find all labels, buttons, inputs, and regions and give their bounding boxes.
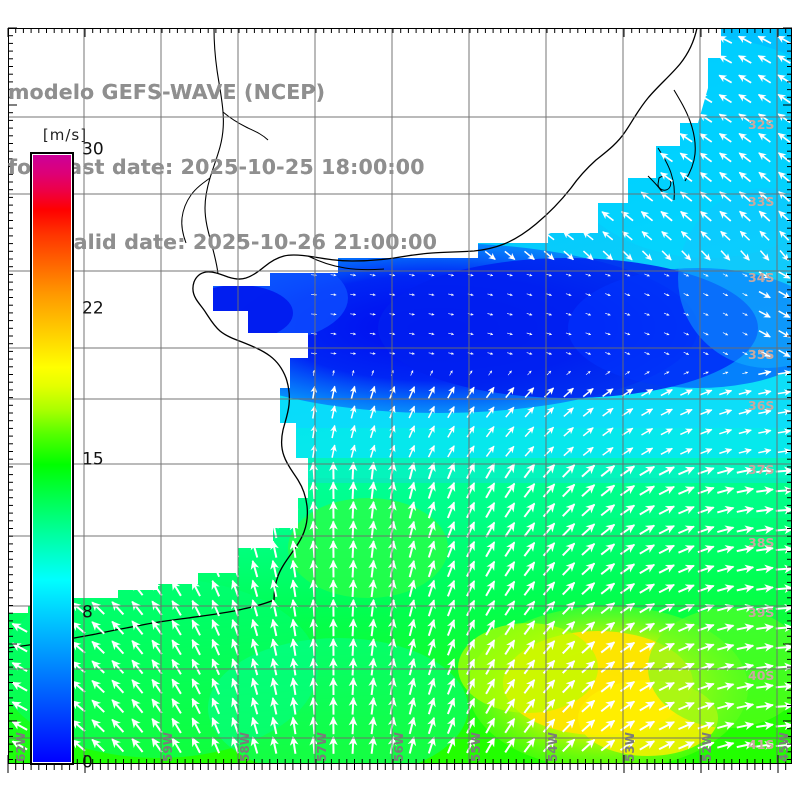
colorbar-tick-0: 0 — [82, 752, 93, 773]
wind-speed-colorbar[interactable]: [m/s] 30 22 15 8 0 — [30, 126, 104, 773]
map-plot-area[interactable] — [8, 28, 792, 764]
colorbar-tick-22: 22 — [82, 298, 104, 319]
colorbar-tick-15: 15 — [82, 449, 104, 470]
map-gridlines — [8, 28, 792, 764]
colorbar-tick-30: 30 — [82, 139, 104, 160]
colorbar-gradient — [30, 152, 74, 765]
colorbar-unit-label: [m/s] — [42, 126, 88, 144]
colorbar-tick-8: 8 — [82, 602, 93, 623]
coastline-and-land — [8, 28, 792, 764]
